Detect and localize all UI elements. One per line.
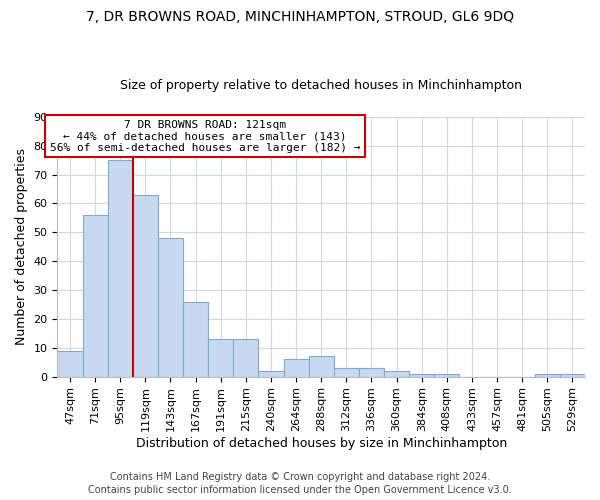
Bar xyxy=(409,374,434,376)
Bar xyxy=(208,339,233,376)
Title: Size of property relative to detached houses in Minchinhampton: Size of property relative to detached ho… xyxy=(120,79,522,92)
Bar xyxy=(308,356,334,376)
Bar xyxy=(384,371,409,376)
Bar xyxy=(107,160,133,376)
Bar xyxy=(560,374,585,376)
Bar xyxy=(83,215,107,376)
Bar xyxy=(535,374,560,376)
Bar xyxy=(133,194,158,376)
Bar xyxy=(183,302,208,376)
Text: Contains HM Land Registry data © Crown copyright and database right 2024.
Contai: Contains HM Land Registry data © Crown c… xyxy=(88,472,512,495)
Bar xyxy=(233,339,259,376)
Bar xyxy=(334,368,359,376)
X-axis label: Distribution of detached houses by size in Minchinhampton: Distribution of detached houses by size … xyxy=(136,437,507,450)
Text: 7 DR BROWNS ROAD: 121sqm
← 44% of detached houses are smaller (143)
56% of semi-: 7 DR BROWNS ROAD: 121sqm ← 44% of detach… xyxy=(50,120,361,153)
Text: 7, DR BROWNS ROAD, MINCHINHAMPTON, STROUD, GL6 9DQ: 7, DR BROWNS ROAD, MINCHINHAMPTON, STROU… xyxy=(86,10,514,24)
Bar xyxy=(284,360,308,376)
Bar xyxy=(359,368,384,376)
Y-axis label: Number of detached properties: Number of detached properties xyxy=(15,148,28,345)
Bar xyxy=(259,371,284,376)
Bar xyxy=(434,374,460,376)
Bar xyxy=(58,350,83,376)
Bar xyxy=(158,238,183,376)
